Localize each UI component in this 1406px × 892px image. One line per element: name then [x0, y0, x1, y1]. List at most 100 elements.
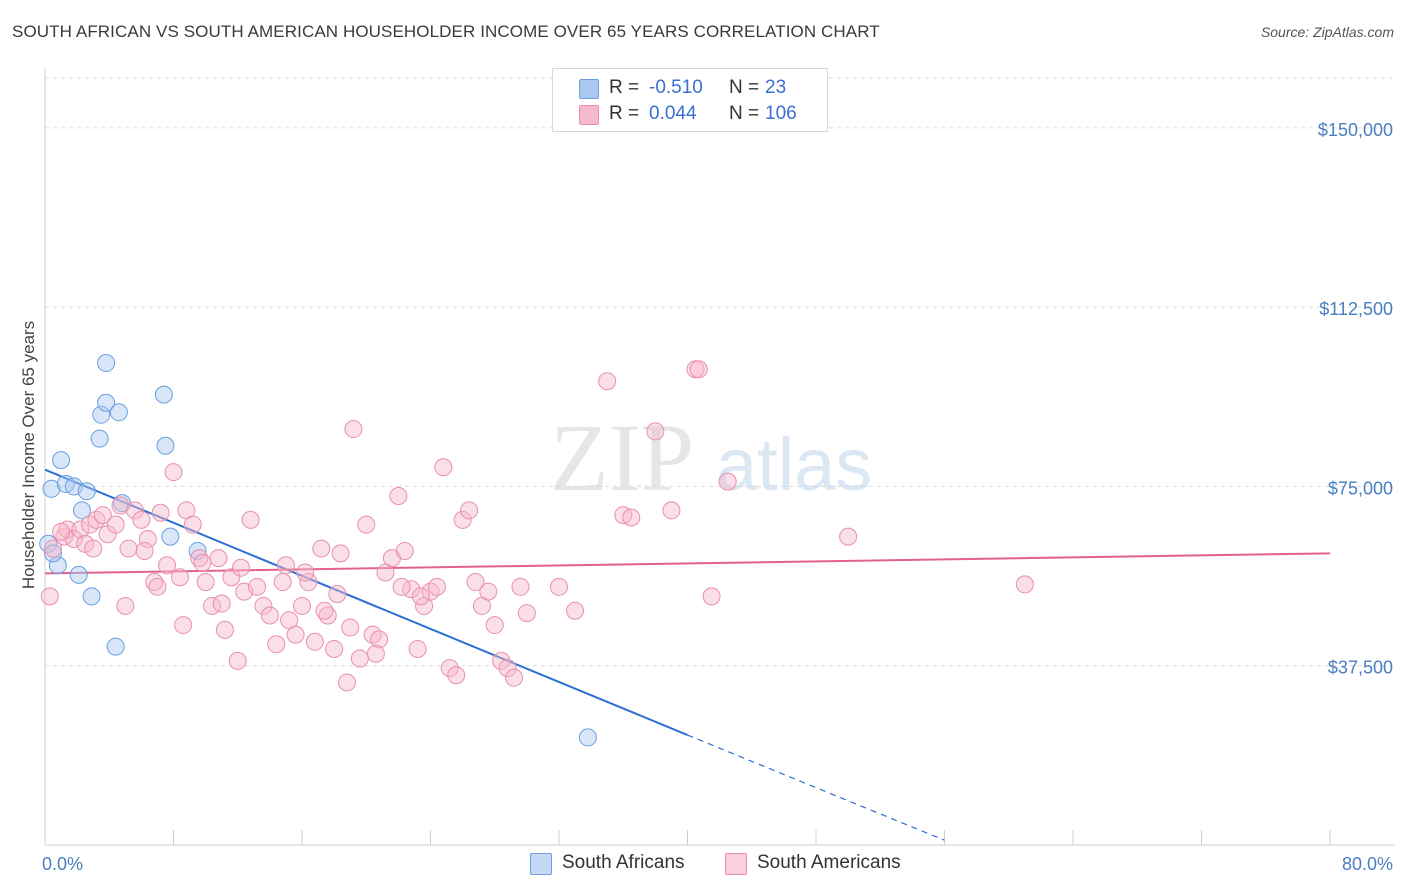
point-south-americans	[305, 632, 324, 651]
point-south-americans	[273, 573, 292, 592]
point-south-americans	[440, 659, 459, 678]
point-south-africans	[42, 479, 61, 498]
point-south-americans	[196, 573, 215, 592]
point-south-americans	[517, 604, 536, 623]
point-south-americans	[498, 659, 517, 678]
legend-swatch	[725, 853, 747, 875]
correlation-legend: R = -0.510 N = 23 R = 0.044 N = 106	[552, 68, 828, 132]
point-south-americans	[193, 553, 212, 572]
point-south-americans	[40, 587, 59, 606]
point-south-americans	[135, 541, 154, 560]
point-south-africans	[97, 393, 116, 412]
point-south-americans	[84, 539, 103, 558]
point-south-africans	[161, 527, 180, 546]
trend-line-south-africans-extension	[687, 734, 945, 841]
point-south-americans	[466, 573, 485, 592]
point-south-americans	[241, 510, 260, 529]
point-south-americans	[286, 625, 305, 644]
point-south-americans	[344, 420, 363, 439]
r-label: R =	[609, 103, 640, 124]
point-south-americans	[408, 639, 427, 658]
point-south-americans	[158, 556, 177, 575]
point-south-africans	[44, 544, 63, 563]
legend-swatch	[530, 853, 552, 875]
point-south-africans	[106, 637, 125, 656]
point-south-americans	[212, 594, 231, 613]
point-south-africans	[82, 587, 101, 606]
tick-labels: $37,500 $75,000 $112,500 $150,000 0.0% 80.0%	[42, 120, 1393, 874]
n-value: 23	[765, 77, 787, 98]
point-south-americans	[511, 577, 530, 596]
point-south-americans	[138, 530, 157, 548]
point-south-americans	[132, 510, 151, 529]
legend-label: South Americans	[757, 852, 901, 873]
point-south-africans	[52, 451, 71, 470]
point-south-americans	[357, 515, 376, 534]
point-south-americans	[702, 587, 721, 606]
point-south-africans	[97, 354, 116, 373]
legend-swatch	[579, 105, 599, 125]
point-south-americans	[209, 549, 228, 568]
point-south-americans	[145, 573, 164, 592]
watermark-atlas: atlas	[716, 423, 872, 506]
point-south-americans	[389, 486, 408, 505]
legend-label: South Africans	[562, 852, 685, 873]
data-points	[39, 354, 1034, 747]
watermark: ZIP atlas	[550, 404, 872, 511]
point-south-americans	[622, 508, 641, 527]
point-south-africans	[578, 728, 597, 747]
point-south-africans	[72, 501, 91, 520]
r-value: -0.510	[649, 77, 703, 98]
trend-line-south-americans	[44, 552, 1331, 575]
point-south-americans	[164, 463, 183, 482]
point-south-americans	[337, 673, 356, 692]
point-south-africans	[48, 556, 67, 575]
legend-row-south-americans: R = 0.044 N = 106	[553, 101, 827, 127]
point-south-americans	[566, 601, 585, 620]
point-south-africans	[39, 534, 58, 553]
y-tick-label: $37,500	[1328, 658, 1393, 678]
point-south-americans	[479, 582, 498, 601]
point-south-americans	[485, 616, 504, 635]
point-south-africans	[109, 403, 128, 422]
n-value: 106	[765, 103, 797, 124]
point-south-americans	[453, 510, 472, 529]
r-value: 0.044	[649, 103, 697, 124]
point-south-americans	[215, 620, 234, 639]
point-south-americans	[222, 568, 241, 587]
point-south-americans	[228, 651, 247, 670]
watermark-zip: ZIP	[550, 404, 694, 511]
point-south-americans	[460, 501, 479, 520]
n-label: N =	[729, 103, 760, 124]
n-label: N =	[729, 77, 760, 98]
point-south-americans	[598, 372, 617, 391]
point-south-africans	[90, 429, 109, 448]
point-south-americans	[505, 668, 524, 687]
point-south-americans	[254, 596, 273, 615]
point-south-americans	[44, 539, 63, 558]
point-south-americans	[116, 596, 135, 615]
point-south-africans	[154, 385, 173, 404]
point-south-africans	[92, 405, 111, 424]
point-south-americans	[646, 422, 665, 441]
x-tick-label: 80.0%	[1342, 854, 1393, 874]
chart-title: SOUTH AFRICAN VS SOUTH AMERICAN HOUSEHOL…	[12, 22, 880, 41]
legend-row-south-africans: R = -0.510 N = 23	[553, 75, 827, 101]
point-south-americans	[260, 606, 279, 625]
point-south-americans	[148, 577, 167, 596]
point-south-americans	[366, 644, 385, 663]
legend-swatch	[579, 79, 599, 99]
point-south-americans	[52, 522, 71, 541]
point-south-americans	[718, 472, 737, 491]
point-south-americans	[293, 596, 311, 615]
point-south-americans	[93, 506, 112, 525]
point-south-americans	[312, 539, 331, 558]
point-south-americans	[492, 651, 511, 670]
point-south-americans	[318, 606, 337, 625]
axes	[44, 68, 1395, 846]
point-south-americans	[331, 544, 350, 563]
point-south-americans	[190, 549, 209, 568]
y-tick-label: $112,500	[1319, 299, 1393, 319]
point-south-americans	[370, 630, 389, 649]
